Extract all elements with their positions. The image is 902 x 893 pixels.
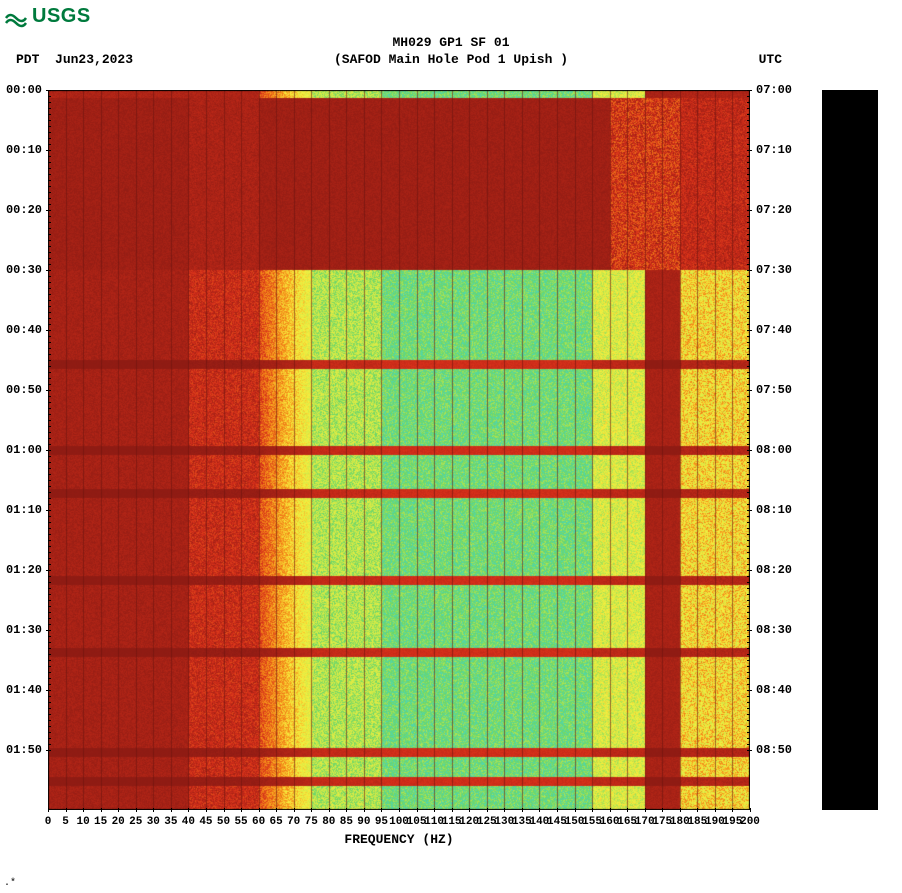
y-tick-right: 07:50: [756, 383, 792, 397]
pdt-date-label: PDT Jun23,2023: [16, 52, 133, 67]
y-tick-right: 08:10: [756, 503, 792, 517]
x-tick: 0: [45, 816, 52, 828]
y-tick-right: 08:20: [756, 563, 792, 577]
y-tick-right: 07:10: [756, 143, 792, 157]
x-tick: 50: [217, 816, 230, 828]
x-tick: 65: [270, 816, 283, 828]
y-tick-left: 00:50: [6, 383, 42, 397]
usgs-logo-text: USGS: [32, 5, 91, 28]
date-text: Jun23,2023: [55, 52, 133, 67]
y-tick-right: 08:50: [756, 743, 792, 757]
y-tick-left: 01:50: [6, 743, 42, 757]
y-tick-left: 00:10: [6, 143, 42, 157]
x-tick: 15: [94, 816, 107, 828]
usgs-logo: USGS: [4, 4, 91, 28]
y-tick-left: 00:20: [6, 203, 42, 217]
x-tick: 60: [252, 816, 265, 828]
x-tick: 20: [112, 816, 125, 828]
x-tick: 80: [322, 816, 335, 828]
y-tick-right: 08:30: [756, 623, 792, 637]
x-axis-label: FREQUENCY (HZ): [48, 832, 750, 847]
y-tick-left: 00:30: [6, 263, 42, 277]
x-tick: 30: [147, 816, 160, 828]
y-tick-left: 01:40: [6, 683, 42, 697]
y-axis-left-pdt: 00:0000:1000:2000:3000:4000:5001:0001:10…: [0, 90, 46, 810]
x-tick: 70: [287, 816, 300, 828]
x-tick: 95: [375, 816, 388, 828]
y-tick-right: 07:40: [756, 323, 792, 337]
usgs-wave-icon: [4, 4, 28, 28]
title-line-1: MH029 GP1 SF 01: [0, 35, 902, 52]
pdt-text: PDT: [16, 52, 39, 67]
y-tick-left: 00:40: [6, 323, 42, 337]
x-tick: 40: [182, 816, 195, 828]
utc-label: UTC: [759, 52, 782, 67]
y-tick-right: 08:40: [756, 683, 792, 697]
y-tick-left: 01:10: [6, 503, 42, 517]
x-tick: 200: [740, 816, 760, 828]
x-tick: 45: [199, 816, 212, 828]
y-tick-right: 07:30: [756, 263, 792, 277]
spectrogram-plot: [48, 90, 750, 810]
x-tick: 85: [340, 816, 353, 828]
x-tick: 35: [164, 816, 177, 828]
y-tick-left: 01:00: [6, 443, 42, 457]
y-tick-right: 07:20: [756, 203, 792, 217]
x-tick: 25: [129, 816, 142, 828]
footer-mark: .*: [4, 878, 16, 889]
x-tick: 5: [62, 816, 69, 828]
x-tick: 55: [234, 816, 247, 828]
y-tick-left: 00:00: [6, 83, 42, 97]
y-tick-right: 07:00: [756, 83, 792, 97]
y-tick-left: 01:30: [6, 623, 42, 637]
y-axis-right-utc: 07:0007:1007:2007:3007:4007:5008:0008:10…: [752, 90, 812, 810]
y-tick-right: 08:00: [756, 443, 792, 457]
colorbar: [822, 90, 878, 810]
spectrogram-canvas: [48, 90, 750, 810]
x-tick: 90: [357, 816, 370, 828]
y-tick-left: 01:20: [6, 563, 42, 577]
x-tick: 10: [76, 816, 89, 828]
x-tick: 75: [305, 816, 318, 828]
